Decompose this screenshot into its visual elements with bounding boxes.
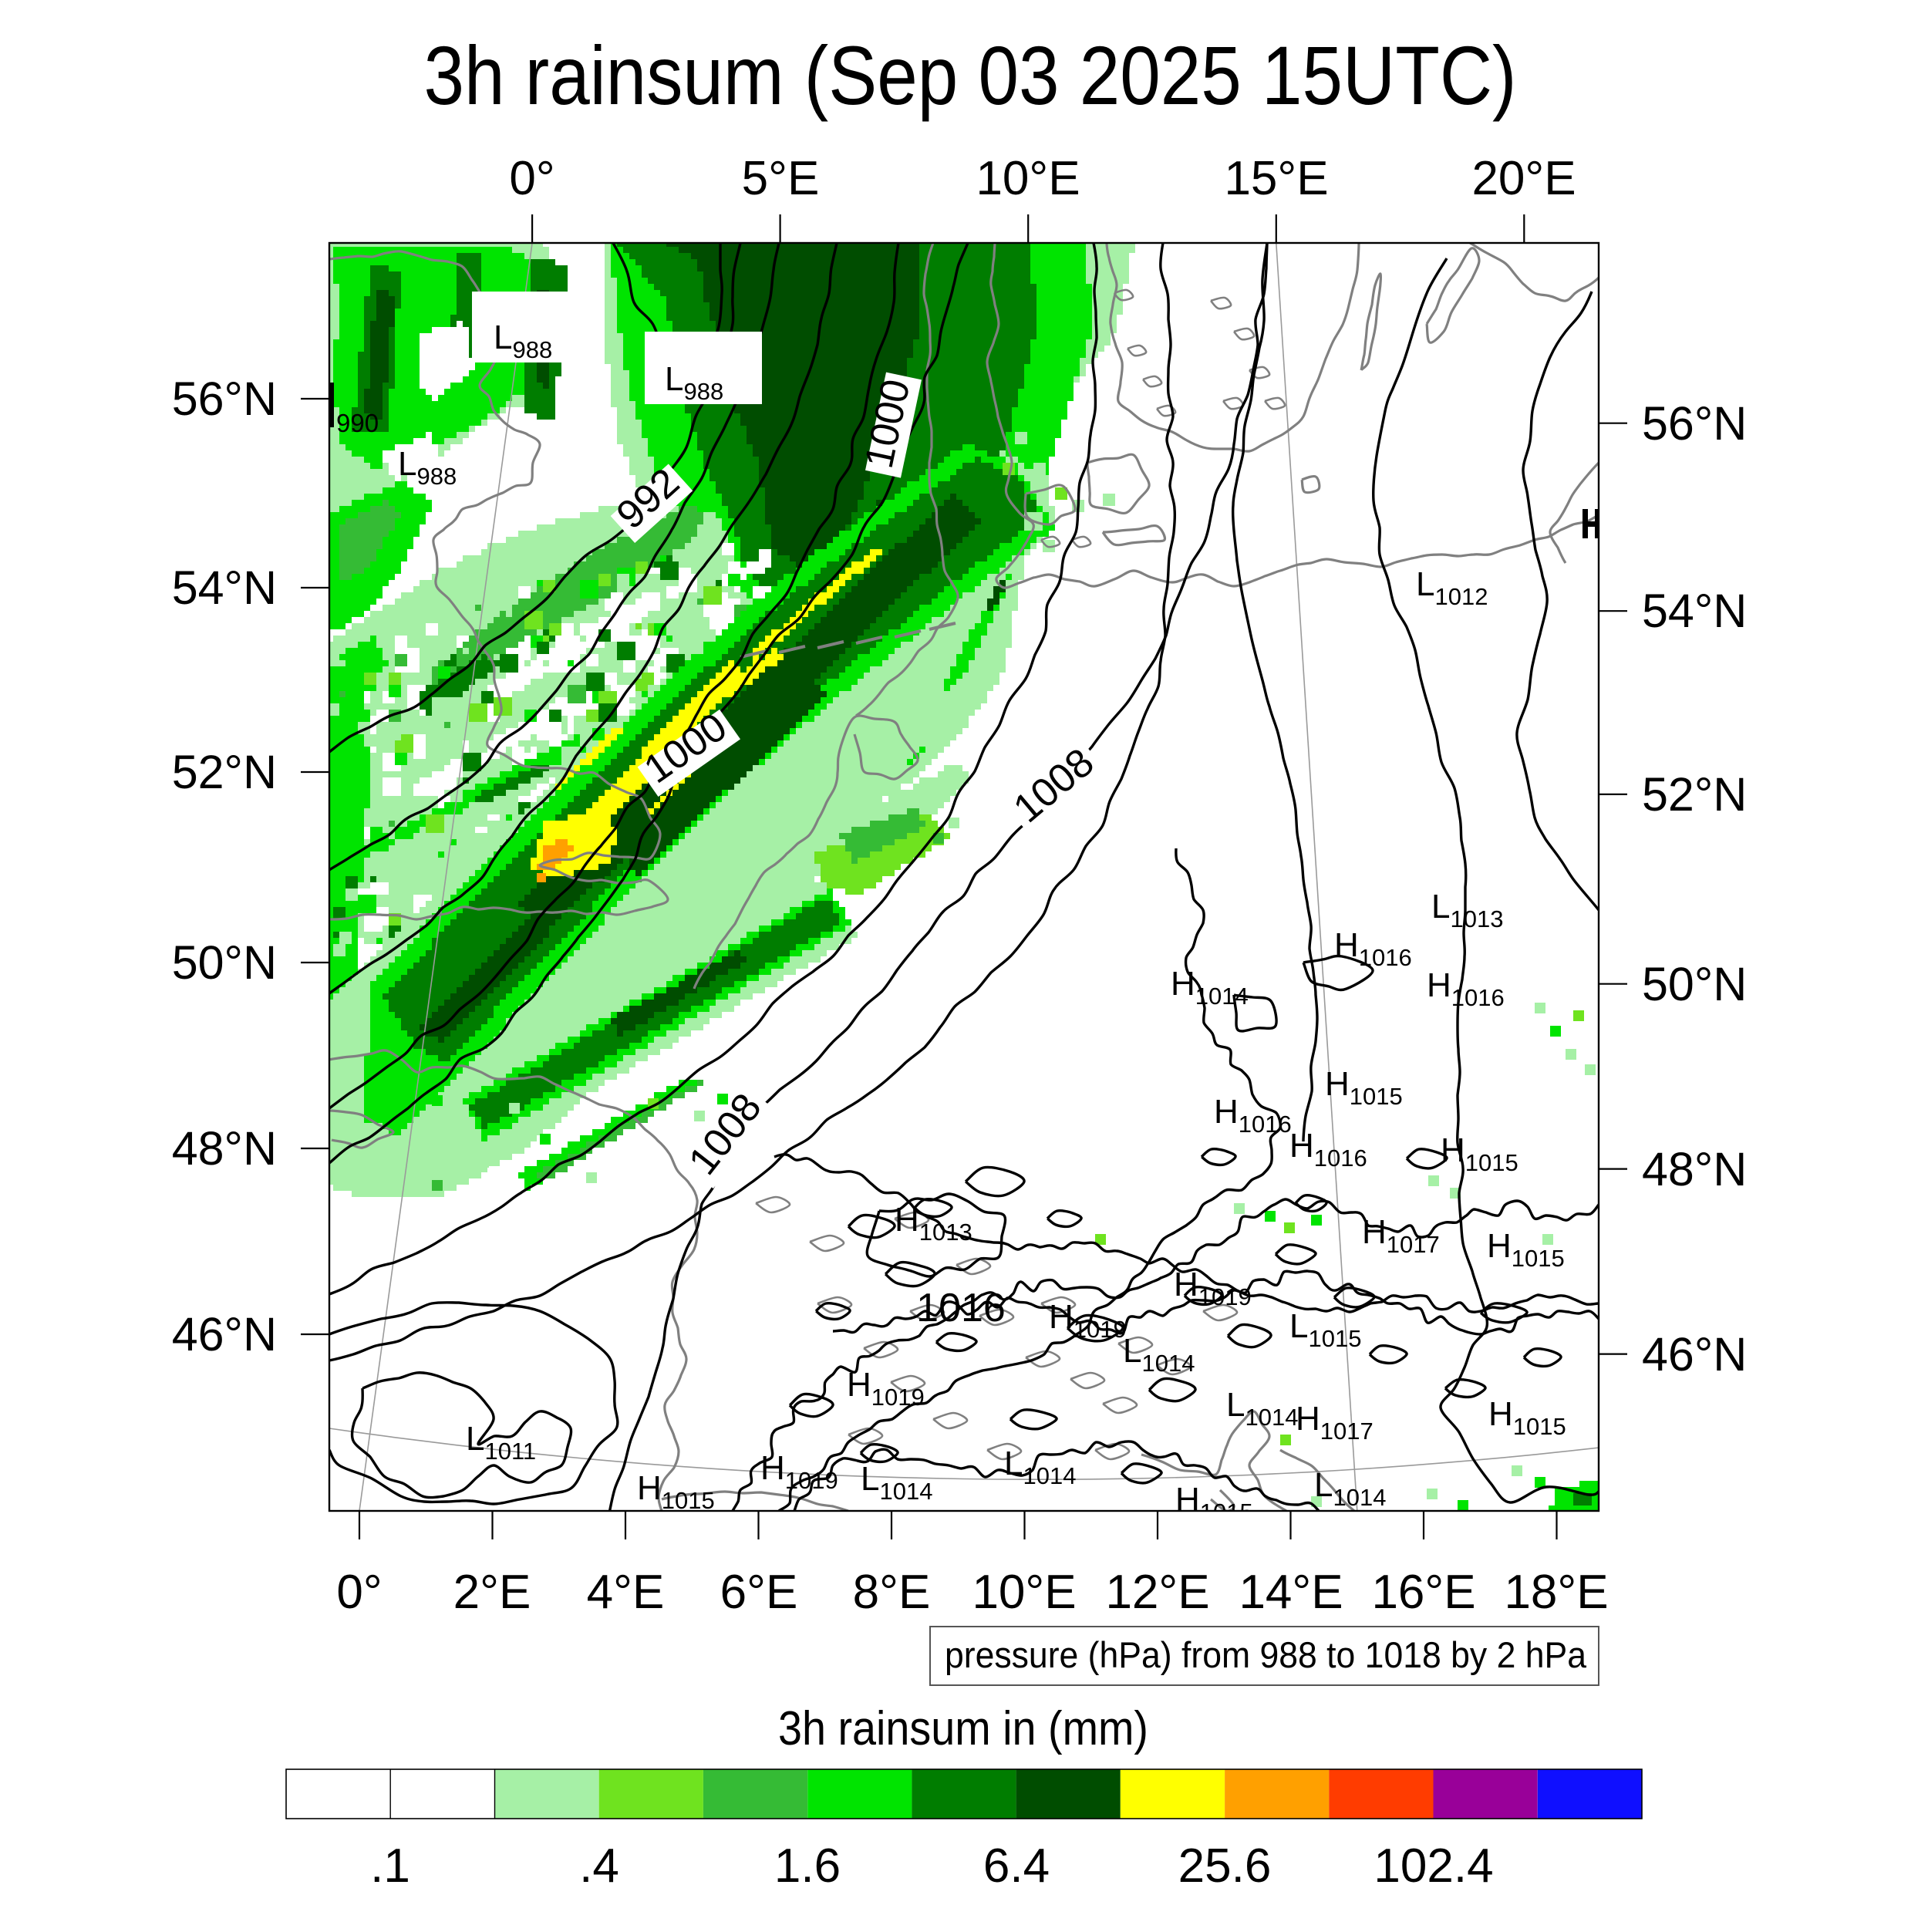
svg-text:52°N: 52°N	[1642, 768, 1747, 821]
svg-text:5°E: 5°E	[742, 152, 820, 205]
svg-text:H1019: H1019	[847, 1366, 925, 1411]
svg-text:L1011: L1011	[466, 1420, 536, 1465]
svg-text:6.4: 6.4	[983, 1839, 1050, 1893]
svg-text:990: 990	[336, 409, 379, 437]
svg-text:46°N: 46°N	[1642, 1328, 1747, 1381]
svg-text:.4: .4	[579, 1839, 619, 1893]
svg-text:pressure (hPa) from 988 to 101: pressure (hPa) from 988 to 1018 by 2 hPa	[945, 1634, 1587, 1675]
svg-text:50°N: 50°N	[172, 936, 277, 989]
svg-text:56°N: 56°N	[172, 373, 277, 425]
svg-text:102.4: 102.4	[1374, 1839, 1493, 1893]
svg-text:20°E: 20°E	[1471, 152, 1576, 205]
svg-text:12°E: 12°E	[1105, 1566, 1209, 1619]
svg-text:48°N: 48°N	[1642, 1143, 1747, 1195]
svg-text:L1014: L1014	[1123, 1332, 1195, 1377]
svg-text:15°E: 15°E	[1224, 152, 1328, 205]
svg-text:4°E: 4°E	[587, 1566, 665, 1619]
svg-text:14°E: 14°E	[1239, 1566, 1343, 1619]
svg-text:0°: 0°	[336, 1566, 382, 1619]
svg-text:3h rainsum in (mm): 3h rainsum in (mm)	[778, 1702, 1148, 1755]
svg-text:8°E: 8°E	[853, 1566, 931, 1619]
svg-text:1016: 1016	[916, 1286, 1006, 1330]
svg-text:46°N: 46°N	[172, 1308, 277, 1360]
svg-text:2°E: 2°E	[453, 1566, 531, 1619]
svg-text:3h rainsum (Sep 03 2025 15UTC): 3h rainsum (Sep 03 2025 15UTC)	[424, 29, 1517, 122]
svg-text:6°E: 6°E	[720, 1566, 798, 1619]
svg-text:10°E: 10°E	[976, 152, 1080, 205]
svg-text:10°E: 10°E	[972, 1566, 1076, 1619]
svg-text:25.6: 25.6	[1178, 1839, 1272, 1893]
svg-text:0°: 0°	[509, 152, 554, 205]
svg-text:16°E: 16°E	[1371, 1566, 1475, 1619]
svg-text:52°N: 52°N	[172, 746, 277, 798]
svg-text:56°N: 56°N	[1642, 397, 1747, 450]
svg-text:.1: .1	[370, 1839, 410, 1893]
svg-text:18°E: 18°E	[1504, 1566, 1608, 1619]
svg-text:48°N: 48°N	[172, 1122, 277, 1175]
svg-text:50°N: 50°N	[1642, 958, 1747, 1010]
svg-text:54°N: 54°N	[1642, 585, 1747, 637]
svg-text:1.6: 1.6	[774, 1839, 841, 1893]
svg-text:54°N: 54°N	[172, 561, 277, 614]
